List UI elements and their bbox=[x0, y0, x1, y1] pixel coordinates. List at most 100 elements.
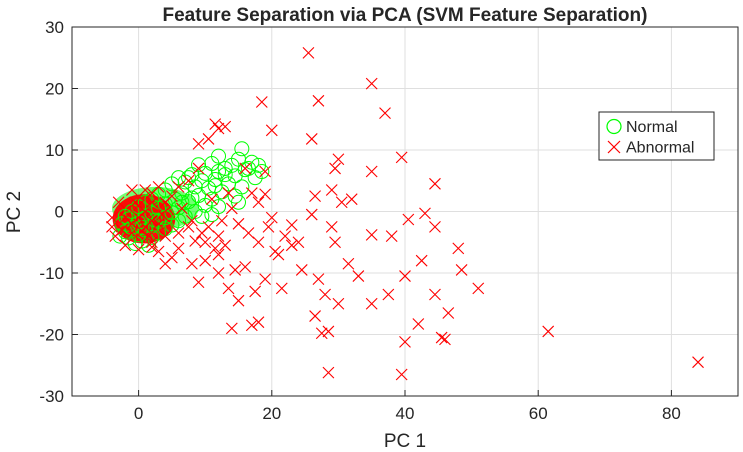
normal-point bbox=[234, 141, 250, 157]
abnormal-point bbox=[259, 273, 272, 286]
abnormal-point bbox=[222, 282, 235, 295]
abnormal-point bbox=[195, 227, 208, 239]
normal-point bbox=[181, 170, 197, 186]
abnormal-point bbox=[275, 282, 288, 295]
abnormal-point bbox=[455, 264, 468, 276]
chart-title: Feature Separation via PCA (SVM Feature … bbox=[163, 5, 648, 26]
abnormal-point bbox=[412, 318, 425, 330]
y-tick-label: 10 bbox=[45, 141, 64, 160]
x-tick-label: 20 bbox=[262, 404, 281, 423]
normal-point bbox=[227, 188, 243, 204]
abnormal-point bbox=[295, 264, 308, 276]
normal-point bbox=[250, 157, 266, 173]
abnormal-point bbox=[176, 202, 188, 215]
abnormal-point bbox=[199, 254, 212, 267]
abnormal-point bbox=[146, 196, 158, 209]
abnormal-point bbox=[212, 267, 225, 279]
abnormal-point bbox=[192, 276, 205, 289]
y-tick-label: 0 bbox=[55, 203, 64, 222]
abnormal-point bbox=[205, 193, 218, 206]
abnormal-point bbox=[259, 188, 272, 201]
abnormal-point bbox=[232, 217, 245, 230]
abnormal-point bbox=[185, 257, 198, 270]
legend-normal-label: Normal bbox=[626, 119, 678, 136]
abnormal-point bbox=[209, 242, 222, 255]
abnormal-point bbox=[365, 165, 378, 178]
abnormal-point bbox=[379, 107, 391, 119]
abnormal-point bbox=[419, 207, 431, 220]
abnormal-point bbox=[146, 236, 158, 249]
abnormal-point bbox=[249, 285, 262, 298]
abnormal-point bbox=[305, 208, 318, 221]
abnormal-point bbox=[385, 230, 398, 242]
abnormal-point bbox=[192, 162, 205, 175]
y-tick-label: 20 bbox=[45, 80, 64, 99]
abnormal-point bbox=[399, 270, 411, 282]
abnormal-point bbox=[429, 220, 441, 233]
normal-point bbox=[204, 207, 220, 223]
abnormal-point bbox=[245, 187, 258, 199]
abnormal-point bbox=[442, 307, 455, 319]
abnormal-point bbox=[252, 196, 265, 209]
abnormal-point bbox=[285, 239, 298, 252]
normal-point bbox=[112, 228, 128, 244]
abnormal-point bbox=[222, 187, 235, 199]
abnormal-point bbox=[215, 214, 228, 227]
abnormal-point bbox=[152, 217, 165, 230]
abnormal-point bbox=[245, 319, 258, 332]
normal-point bbox=[211, 164, 227, 180]
abnormal-point bbox=[146, 187, 158, 199]
abnormal-point bbox=[172, 181, 185, 193]
abnormal-point bbox=[189, 235, 202, 247]
abnormal-point bbox=[126, 184, 138, 196]
abnormal-point bbox=[252, 236, 265, 249]
abnormal-point bbox=[305, 133, 318, 145]
abnormal-point bbox=[325, 184, 338, 196]
abnormal-point bbox=[382, 288, 395, 301]
abnormal-point bbox=[352, 270, 365, 282]
x-tick-label: 40 bbox=[396, 404, 415, 423]
abnormal-point bbox=[232, 294, 245, 307]
abnormal-point bbox=[692, 356, 704, 369]
y-tick-label: 30 bbox=[45, 18, 64, 37]
abnormal-point bbox=[265, 124, 278, 137]
abnormal-point bbox=[302, 46, 315, 59]
abnormal-point bbox=[202, 133, 215, 145]
abnormal-point bbox=[112, 196, 125, 209]
abnormal-point bbox=[172, 242, 185, 255]
abnormal-point bbox=[146, 241, 158, 254]
abnormal-point bbox=[329, 236, 341, 249]
abnormal-point bbox=[166, 251, 178, 264]
abnormal-point bbox=[395, 151, 408, 164]
abnormal-point bbox=[332, 297, 345, 310]
abnormal-point bbox=[182, 220, 195, 233]
normal-point bbox=[240, 160, 256, 176]
abnormal-point bbox=[212, 248, 225, 261]
abnormal-point bbox=[185, 214, 198, 227]
abnormal-point bbox=[225, 202, 238, 215]
abnormal-point bbox=[345, 193, 358, 206]
abnormal-point bbox=[402, 213, 415, 226]
y-tick-label: -30 bbox=[39, 387, 64, 406]
abnormal-point bbox=[252, 316, 265, 329]
abnormal-point bbox=[259, 165, 272, 178]
abnormal-point bbox=[365, 297, 378, 310]
abnormal-point bbox=[182, 174, 195, 187]
abnormal-point bbox=[329, 162, 341, 175]
abnormal-point bbox=[119, 239, 132, 252]
abnormal-point bbox=[542, 325, 555, 338]
normal-point bbox=[144, 229, 160, 245]
abnormal-point bbox=[106, 220, 118, 233]
normal-point bbox=[194, 208, 210, 224]
abnormal-point bbox=[325, 220, 338, 233]
abnormal-point bbox=[272, 248, 285, 261]
abnormal-point bbox=[322, 366, 335, 379]
abnormal-point bbox=[292, 236, 305, 249]
x-tick-label: 0 bbox=[134, 404, 143, 423]
abnormal-point bbox=[219, 239, 232, 252]
x-tick-label: 80 bbox=[662, 404, 681, 423]
abnormal-point bbox=[262, 220, 275, 233]
normal-point bbox=[217, 167, 233, 183]
abnormal-point bbox=[116, 224, 128, 236]
abnormal-point bbox=[342, 257, 355, 270]
